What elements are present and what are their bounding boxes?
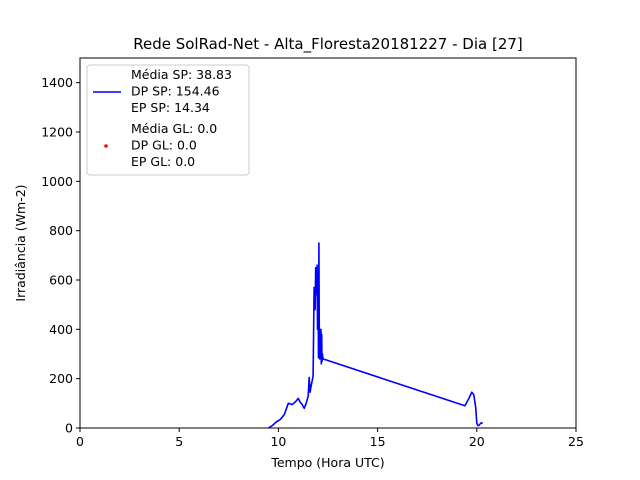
y-tick-label: 1400: [41, 75, 73, 90]
y-tick-label: 600: [49, 273, 73, 288]
tick-group: 0 5 10 15 20 25 0 200 400 600 800 1000 1200 1400: [41, 75, 584, 449]
legend: Média SP: 38.83 DP SP: 154.46 EP SP: 14.34…: [86, 64, 250, 176]
y-tick-label: 1200: [41, 125, 73, 140]
x-tick-label: 25: [568, 434, 584, 449]
x-tick-label: 0: [76, 434, 84, 449]
y-tick-label: 0: [65, 421, 73, 436]
plot-area: [268, 242, 483, 429]
legend-series-2-label: Média GL: 0.0 DP GL: 0.0 EP GL: 0.0: [131, 121, 217, 169]
legend-series-2-dot-marker: [104, 144, 108, 148]
y-tick-label: 200: [49, 371, 73, 386]
x-tick-label: 5: [175, 434, 183, 449]
y-tick-label: 800: [49, 223, 73, 238]
y-axis-label: Irradiância (Wm-2): [13, 184, 28, 301]
y-tick-label: 1000: [41, 174, 73, 189]
x-tick-label: 10: [270, 434, 286, 449]
legend-series-1-label: Média SP: 38.83 DP SP: 154.46 EP SP: 14.34: [131, 67, 232, 115]
x-tick-label: 15: [370, 434, 386, 449]
y-tick-label: 400: [49, 322, 73, 337]
legend-box: [86, 64, 250, 176]
series-1-line: [268, 242, 483, 429]
x-tick-label: 20: [469, 434, 485, 449]
x-axis-label: Tempo (Hora UTC): [270, 455, 384, 470]
chart-title: Rede SolRad-Net - Alta_Floresta20181227 …: [133, 35, 523, 54]
plot-frame: [79, 57, 577, 429]
